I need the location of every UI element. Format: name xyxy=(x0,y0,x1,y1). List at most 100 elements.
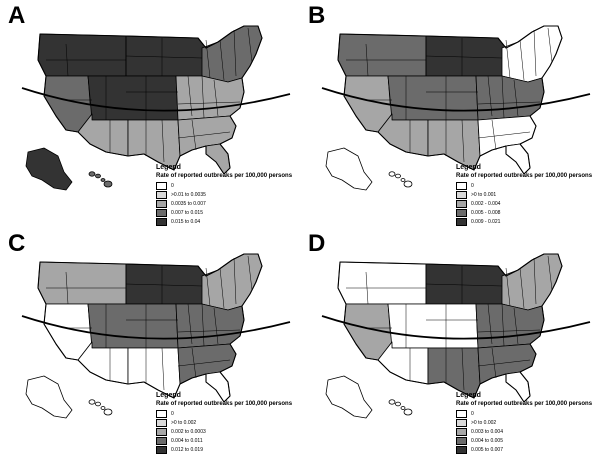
legend-label: 0.002 to 0.0003 xyxy=(171,429,206,435)
state-border xyxy=(461,119,465,163)
state-border xyxy=(191,119,197,151)
region-n xyxy=(125,263,207,305)
latitude-line xyxy=(21,87,291,112)
legend-label: 0.004 to 0.011 xyxy=(171,438,203,444)
panel-label-d: D xyxy=(308,230,326,257)
legend-subtitle: Rate of reported outbreaks per 100,000 p… xyxy=(156,173,293,179)
legend-swatch xyxy=(156,410,167,418)
legend-label: 0.004 to 0.005 xyxy=(471,438,503,444)
state-border xyxy=(519,39,525,81)
region-ne xyxy=(201,253,263,311)
legend-label: 0.009 - 0.021 xyxy=(471,219,501,225)
state-border xyxy=(425,283,503,287)
state-border xyxy=(247,255,253,291)
region-hawaii xyxy=(88,171,96,177)
latitude-line xyxy=(21,315,291,340)
legend-item: 0.012 to 0.019 xyxy=(156,446,296,454)
legend-item: 0 xyxy=(156,182,296,190)
legend-swatch xyxy=(156,446,167,454)
map-panel-b: B Legend Rate of reported outbreaks per … xyxy=(306,2,596,227)
region-c xyxy=(387,75,479,121)
state-border xyxy=(547,27,553,63)
legend-label: >0 to 0.001 xyxy=(471,192,497,198)
legend-item: 0.005 to 0.007 xyxy=(456,446,596,454)
legend-subtitle: Rate of reported outbreaks per 100,000 p… xyxy=(456,401,593,407)
legend-swatch xyxy=(456,182,467,190)
region-hawaii xyxy=(388,171,396,177)
state-border xyxy=(233,29,237,77)
region-ne xyxy=(501,25,563,83)
region-hawaii xyxy=(100,406,106,410)
state-border xyxy=(461,347,465,391)
state-border xyxy=(161,347,165,391)
region-hawaii xyxy=(388,399,396,405)
us-map-a xyxy=(21,25,291,191)
legend-swatch xyxy=(156,191,167,199)
latitude-line xyxy=(321,87,591,112)
legend-swatch xyxy=(156,200,167,208)
state-border xyxy=(533,29,537,77)
legend-item: 0.002 - 0.004 xyxy=(456,200,596,208)
map-panel-c: C Legend Rate of reported outbreaks per … xyxy=(6,230,296,454)
legend-label: 0.003 to 0.004 xyxy=(471,429,503,435)
state-border xyxy=(213,79,219,117)
legend-subtitle: Rate of reported outbreaks per 100,000 p… xyxy=(156,401,293,407)
legend-title: Legend xyxy=(456,164,481,171)
legend-swatch xyxy=(456,446,467,454)
region-n xyxy=(425,35,507,77)
state-border xyxy=(491,347,497,379)
state-border xyxy=(201,303,205,347)
us-map-b xyxy=(321,25,591,191)
legend-swatch xyxy=(456,437,467,445)
us-map-d xyxy=(321,253,591,419)
region-s xyxy=(427,119,481,171)
state-border xyxy=(205,39,211,79)
legend-item: >0 to 0.001 xyxy=(456,191,596,199)
state-border xyxy=(219,39,225,81)
region-hawaii xyxy=(100,178,106,182)
legend-title: Legend xyxy=(156,392,181,399)
legend-item: 0.005 - 0.008 xyxy=(456,209,596,217)
panel-label-b: B xyxy=(308,2,326,29)
legend-subtitle: Rate of reported outbreaks per 100,000 p… xyxy=(456,173,593,179)
legend-label: >0 to 0.002 xyxy=(471,420,497,426)
region-alaska xyxy=(25,147,73,191)
legend-item: 0.009 - 0.021 xyxy=(456,218,596,226)
region-s xyxy=(127,119,181,171)
state-border xyxy=(219,267,225,309)
panel-label-a: A xyxy=(8,2,26,29)
state-border xyxy=(477,359,531,367)
region-hawaii xyxy=(95,401,101,407)
region-n xyxy=(125,35,207,77)
us-outline xyxy=(37,25,263,175)
legend-swatch xyxy=(156,209,167,217)
state-border xyxy=(213,307,219,345)
region-nw xyxy=(37,33,127,77)
state-border xyxy=(505,267,511,307)
legend-item: >0.01 to 0.0035 xyxy=(156,191,296,199)
state-border xyxy=(547,255,553,291)
state-border xyxy=(513,307,519,345)
legend-item: 0.002 to 0.0003 xyxy=(156,428,296,436)
legend-item: 0.007 to 0.015 xyxy=(156,209,296,217)
region-ne xyxy=(201,25,263,83)
region-alaska xyxy=(325,147,373,191)
legend-swatch xyxy=(156,428,167,436)
legend-item: 0.004 to 0.005 xyxy=(456,437,596,445)
state-border xyxy=(387,75,391,105)
region-hawaii xyxy=(103,408,113,416)
us-map-c xyxy=(21,253,291,419)
panel-label-c: C xyxy=(8,230,26,257)
legend-item: 0 xyxy=(456,182,596,190)
legend-item: 0 xyxy=(156,410,296,418)
legend-swatch xyxy=(456,191,467,199)
legend-swatch xyxy=(456,410,467,418)
legend-b: Legend Rate of reported outbreaks per 10… xyxy=(456,164,596,227)
legend-label: 0.007 to 0.015 xyxy=(171,210,203,216)
state-border xyxy=(177,359,231,367)
state-border xyxy=(125,55,203,59)
region-alaska xyxy=(25,375,73,419)
legend-swatch xyxy=(456,428,467,436)
legend-label: 0.002 - 0.004 xyxy=(471,201,501,207)
